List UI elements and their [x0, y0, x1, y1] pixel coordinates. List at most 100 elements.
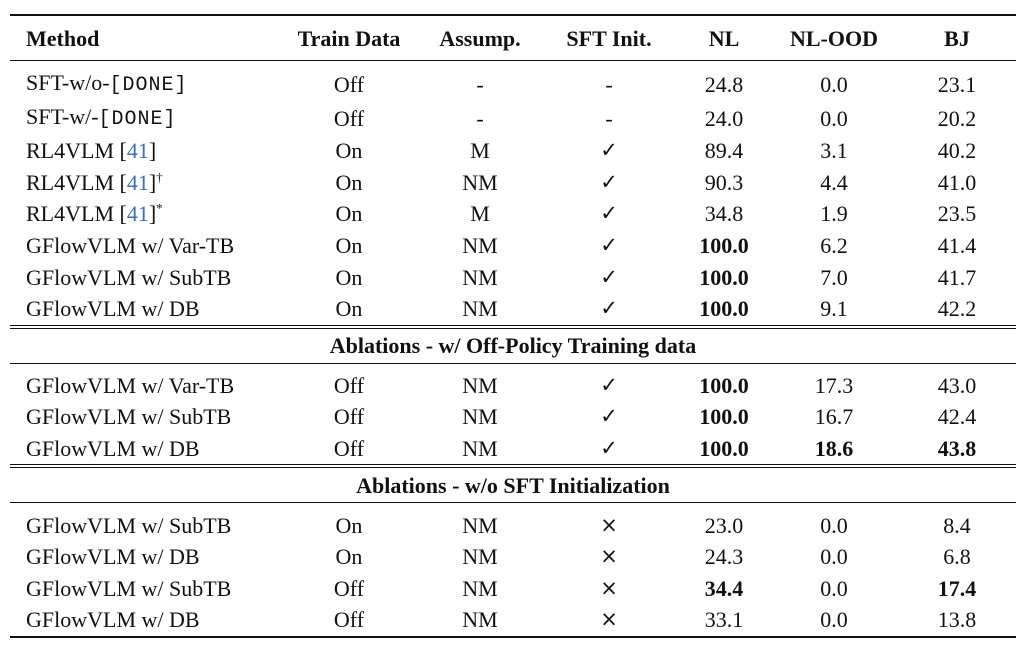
nl-ood-cell: 16.7	[814, 404, 854, 430]
sft-init-cell: ✓	[600, 264, 618, 289]
bj-cell: 23.5	[937, 201, 977, 227]
nl-cell: 89.4	[704, 138, 744, 164]
sft-init-cell: ×	[600, 544, 618, 569]
table-row: GFlowVLM w/ SubTB On NM × 23.0 0.0 8.4	[10, 503, 1016, 541]
assumption-cell: NM	[462, 544, 498, 570]
train-data-cell: On	[335, 544, 363, 570]
method-cell: GFlowVLM w/ SubTB	[26, 575, 232, 601]
method-cell: GFlowVLM w/ SubTB	[26, 264, 232, 290]
method-suffix: ]	[148, 201, 157, 227]
sft-init-cell: ✓	[600, 233, 618, 258]
assumption-cell: NM	[420, 292, 540, 329]
bj-cell: 41.7	[937, 264, 977, 290]
train-data-cell: On	[335, 138, 363, 164]
table-row: RL4VLM [41]† On NM ✓ 90.3 4.4 41.0	[10, 167, 1016, 199]
results-table: Method Train Data Assump. SFT Init. NL N…	[10, 14, 1016, 638]
table-row: GFlowVLM w/ DB On NM ✓ 100.0 9.1 42.2	[10, 292, 1016, 329]
nl-ood-cell: 18.6	[770, 432, 898, 469]
train-data-cell: Off	[333, 372, 365, 398]
bj-cell: 8.4	[943, 512, 971, 538]
train-data-cell: On	[335, 169, 363, 195]
method-name: RL4VLM [	[26, 201, 127, 227]
bj-cell: 43.0	[937, 372, 977, 398]
train-data-cell: On	[335, 233, 363, 259]
assumption-cell: NM	[462, 512, 498, 538]
method-name: RL4VLM [	[26, 138, 127, 164]
table-row: RL4VLM [41] On M ✓ 89.4 3.1 40.2	[10, 135, 1016, 167]
nl-ood-cell: 0.0	[820, 512, 848, 538]
sft-init-cell: ×	[600, 575, 618, 600]
table-row: GFlowVLM w/ DB On NM × 24.3 0.0 6.8	[10, 541, 1016, 573]
header-method: Method	[10, 14, 278, 61]
bj-cell: 40.2	[937, 138, 977, 164]
train-data-cell: On	[278, 292, 420, 329]
nl-cell: 24.3	[704, 544, 744, 570]
section-heading-row: Ablations - w/ Off-Policy Training data	[10, 326, 1016, 364]
nl-cell: 34.8	[704, 201, 744, 227]
footnote-mark: *	[156, 201, 163, 217]
bj-cell: 42.4	[937, 404, 977, 430]
train-data-cell: On	[335, 512, 363, 538]
nl-ood-cell: 0.0	[820, 544, 848, 570]
sft-init-cell: -	[605, 105, 613, 131]
table-row: RL4VLM [41]* On M ✓ 34.8 1.9 23.5	[10, 198, 1016, 230]
section-heading-row: Ablations - w/o SFT Initialization	[10, 466, 1016, 504]
nl-cell: 100.0	[699, 233, 749, 259]
method-name: SFT-w/o-	[26, 70, 110, 95]
method-cell: GFlowVLM w/ DB	[10, 432, 278, 469]
header-bj: BJ	[898, 14, 1016, 61]
method-suffix: ]	[148, 169, 157, 195]
header-train-data: Train Data	[278, 14, 420, 61]
sft-init-cell: ✓	[600, 169, 618, 194]
train-data-cell: On	[335, 264, 363, 290]
method-cell: GFlowVLM w/ SubTB	[26, 404, 232, 430]
section-heading-no-sft: Ablations - w/o SFT Initialization	[10, 466, 1016, 504]
method-cell: RL4VLM [41]†	[10, 167, 278, 199]
header-nl: NL	[678, 14, 770, 61]
sft-init-cell: ✓	[600, 138, 618, 163]
bj-cell: 6.8	[943, 544, 971, 570]
bj-cell: 41.0	[937, 169, 977, 195]
header-sft-init: SFT Init.	[540, 14, 678, 61]
method-cell: SFT-w/-[DONE]	[10, 101, 278, 135]
method-cell: SFT-w/o-[DONE]	[10, 61, 278, 102]
nl-ood-cell: 0.0	[820, 71, 848, 97]
method-name: RL4VLM [	[26, 169, 127, 195]
nl-ood-cell: 17.3	[814, 372, 854, 398]
method-cell: RL4VLM [41]*	[10, 198, 278, 230]
section-heading-off-policy: Ablations - w/ Off-Policy Training data	[10, 326, 1016, 364]
sft-init-cell: ✓	[540, 432, 678, 469]
assumption-cell: NM	[420, 432, 540, 469]
method-cell: GFlowVLM w/ Var-TB	[26, 233, 235, 259]
nl-cell: 34.4	[704, 575, 744, 601]
sft-init-cell: ✓	[600, 404, 618, 429]
train-data-cell: Off	[278, 432, 420, 469]
method-cell: GFlowVLM w/ DB	[26, 544, 200, 570]
assumption-cell: M	[470, 201, 490, 227]
method-code: [DONE]	[98, 108, 177, 131]
nl-cell: 100.0	[699, 372, 749, 398]
bj-cell: 42.2	[898, 292, 1016, 329]
assumption-cell: NM	[462, 233, 498, 259]
table-row: GFlowVLM w/ SubTB Off NM ✓ 100.0 16.7 42…	[10, 401, 1016, 433]
method-suffix: ]	[148, 138, 157, 164]
method-cell: GFlowVLM w/ DB	[10, 292, 278, 329]
assumption-cell: -	[476, 71, 484, 97]
method-code: [DONE]	[109, 74, 188, 97]
header-row: Method Train Data Assump. SFT Init. NL N…	[10, 14, 1016, 61]
nl-cell: 24.0	[704, 105, 744, 131]
table-row: GFlowVLM w/ DB Off NM ✓ 100.0 18.6 43.8	[10, 432, 1016, 469]
table-row: GFlowVLM w/ SubTB Off NM × 34.4 0.0 17.4	[10, 573, 1016, 605]
table-row: GFlowVLM w/ DB Off NM × 33.1 0.0 13.8	[10, 604, 1016, 638]
nl-cell: 33.1	[678, 604, 770, 638]
nl-cell: 100.0	[678, 292, 770, 329]
method-cell: GFlowVLM w/ Var-TB	[26, 372, 235, 398]
citation-link[interactable]: 41	[126, 169, 149, 195]
nl-ood-cell: 9.1	[770, 292, 898, 329]
nl-cell: 90.3	[704, 169, 744, 195]
citation-link[interactable]: 41	[126, 138, 149, 164]
table-row: GFlowVLM w/ SubTB On NM ✓ 100.0 7.0 41.7	[10, 261, 1016, 293]
header-assumption: Assump.	[420, 14, 540, 61]
citation-link[interactable]: 41	[126, 201, 149, 227]
